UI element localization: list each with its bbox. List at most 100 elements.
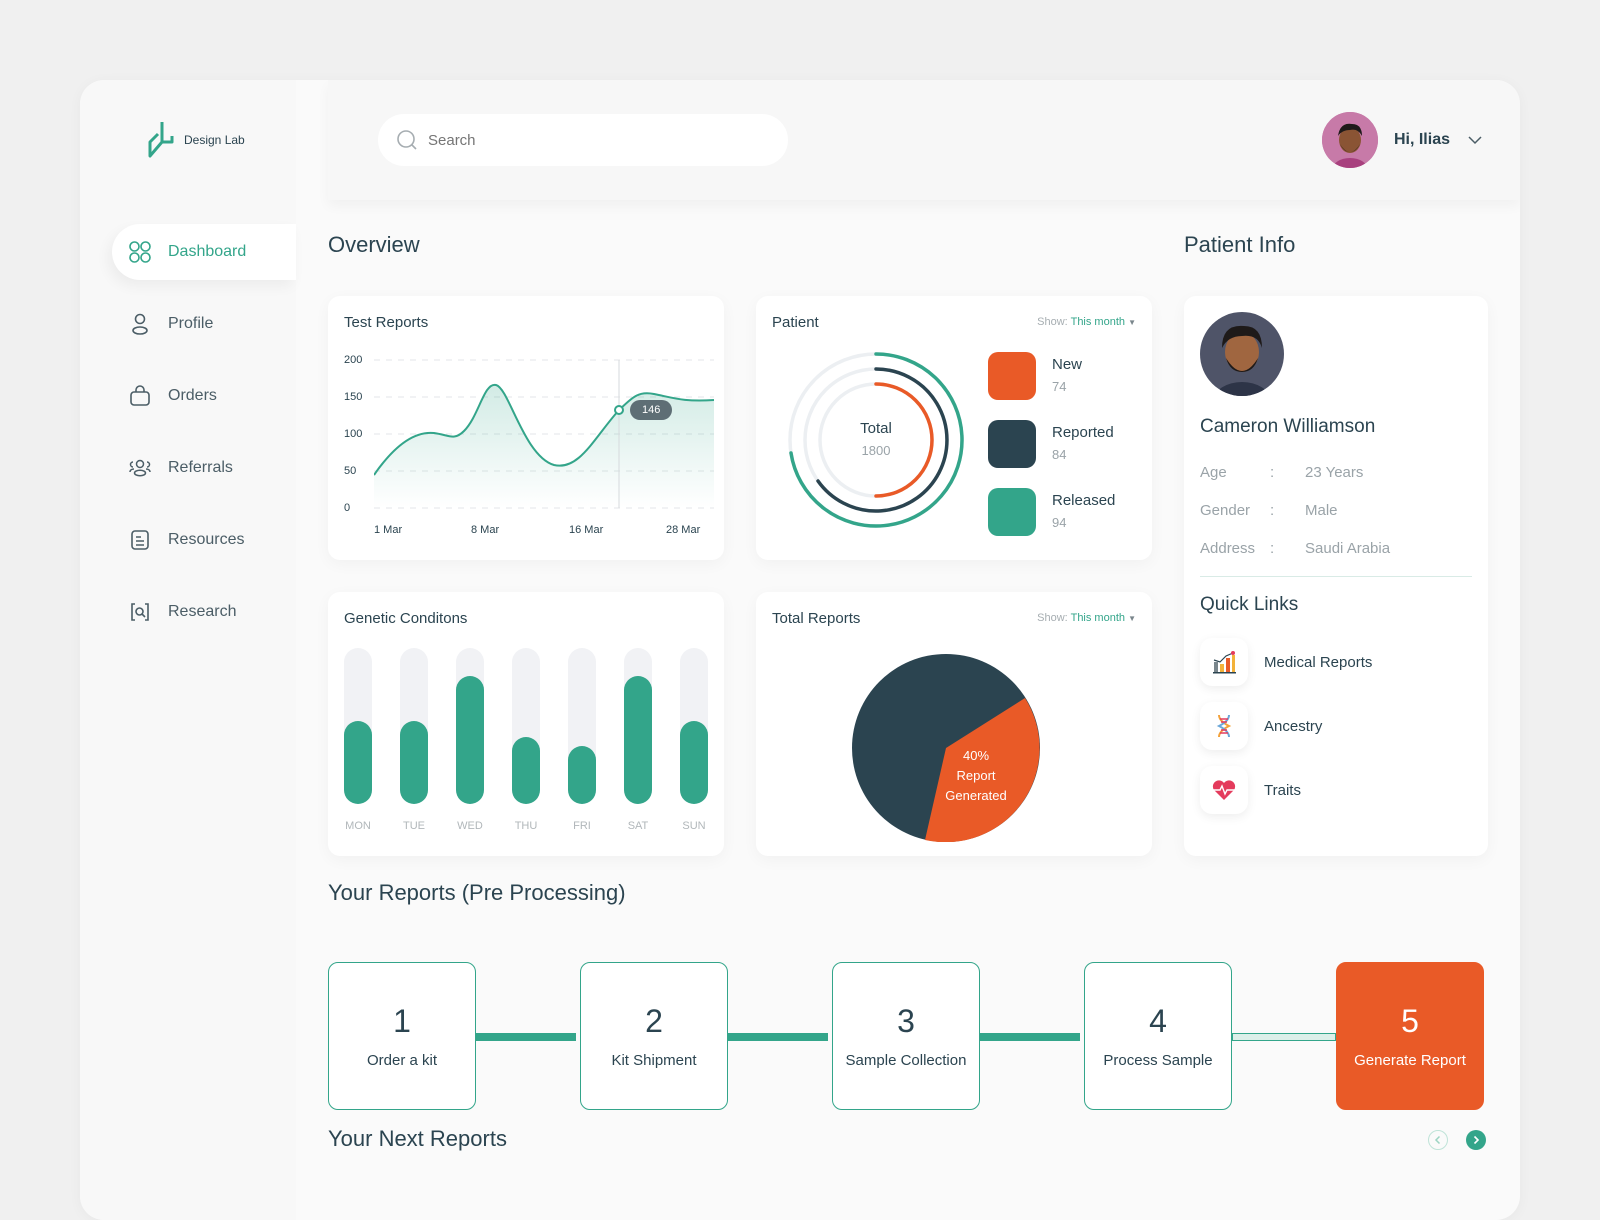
chevron-right-icon: [1473, 1135, 1480, 1145]
step-number: 2: [645, 1003, 663, 1039]
field-key: Address: [1200, 540, 1256, 557]
search-box[interactable]: [378, 114, 788, 166]
chart-icon: [1200, 638, 1248, 686]
pie-label-line: Report: [956, 768, 996, 783]
card-title: Total Reports: [772, 610, 861, 627]
divider: [1200, 576, 1472, 577]
user-avatar[interactable]: [1321, 112, 1378, 168]
day-label: THU: [514, 820, 538, 832]
pie-label-line: Generated: [945, 788, 1007, 803]
sidebar-item-label: Resources: [168, 531, 245, 548]
step-connector-done: [728, 1033, 828, 1041]
sidebar-item-referrals[interactable]: Referrals: [112, 440, 296, 496]
logo[interactable]: Design Lab: [144, 120, 245, 160]
step-label: Kit Shipment: [611, 1052, 697, 1069]
bar-wed[interactable]: [456, 648, 484, 804]
step-connector-done: [980, 1033, 1080, 1041]
user-menu[interactable]: Hi, Ilias: [1321, 112, 1484, 168]
legend-name: New: [1052, 356, 1083, 373]
user-greeting: Hi, Ilias: [1393, 131, 1450, 148]
show-filter[interactable]: Show: This month ▼: [1037, 612, 1136, 624]
x-tick: 16 Mar: [569, 524, 604, 536]
caret-down-icon: ▼: [1128, 318, 1136, 327]
step-label: Generate Report: [1354, 1052, 1466, 1069]
document-icon: [131, 530, 149, 550]
show-filter[interactable]: Show: This month ▼: [1037, 316, 1136, 328]
bar-tue[interactable]: [400, 648, 428, 804]
sidebar-item-research[interactable]: Research: [112, 584, 296, 640]
x-tick: 8 Mar: [471, 524, 500, 536]
bar-mon[interactable]: [344, 648, 372, 804]
step-number: 3: [897, 1003, 915, 1039]
step-label: Sample Collection: [845, 1052, 967, 1069]
legend-item-new: New 74: [988, 352, 1082, 400]
step-sample-collection[interactable]: 3 Sample Collection: [832, 962, 980, 1110]
sidebar-item-label: Dashboard: [168, 243, 247, 260]
quick-link-ancestry[interactable]: Ancestry: [1200, 702, 1322, 750]
y-tick: 150: [344, 391, 363, 403]
patient-avatar: [1200, 312, 1284, 396]
patient-info-card: Cameron Williamson Age:23 Years Gender: M…: [1184, 296, 1488, 856]
bar-sun[interactable]: [680, 648, 708, 804]
logo-icon: [148, 122, 174, 158]
radial-chart[interactable]: [786, 350, 966, 530]
total-reports-card: Total Reports Show: This month ▼ 40% Rep…: [756, 592, 1152, 856]
step-connector-done: [476, 1033, 576, 1041]
sidebar-item-resources[interactable]: Resources: [112, 512, 296, 568]
sidebar-item-dashboard[interactable]: Dashboard: [112, 224, 296, 280]
sidebar-item-orders[interactable]: Orders: [112, 368, 296, 424]
next-button[interactable]: [1466, 1130, 1486, 1150]
users-icon: [129, 459, 151, 477]
field-value: Saudi Arabia: [1305, 540, 1391, 557]
patient-info-title: Patient Info: [1184, 232, 1296, 257]
user-icon: [132, 313, 148, 335]
chart-tooltip: 146: [642, 404, 661, 416]
y-tick: 0: [344, 502, 351, 514]
chevron-down-icon[interactable]: [1466, 131, 1484, 149]
x-tick: 28 Mar: [666, 524, 701, 536]
quick-link-label: Traits: [1264, 781, 1301, 799]
sidebar: Design Lab Dashboard Profile Orders Refe…: [80, 80, 296, 1220]
step-kit-shipment[interactable]: 2 Kit Shipment: [580, 962, 728, 1110]
test-reports-card: Test Reports 200 150 100 50 0 146 1 Mar …: [328, 296, 724, 560]
sidebar-item-label: Referrals: [168, 459, 233, 476]
line-chart[interactable]: [374, 356, 714, 516]
prev-button[interactable]: [1428, 1130, 1448, 1150]
reports-title: Your Reports (Pre Processing): [328, 880, 626, 905]
x-tick: 1 Mar: [374, 524, 403, 536]
quick-link-medical-reports[interactable]: Medical Reports: [1200, 638, 1372, 686]
quick-link-traits[interactable]: Traits: [1200, 766, 1301, 814]
patient-field-gender: Gender: Male: [1200, 502, 1338, 519]
bar-fri[interactable]: [568, 648, 596, 804]
patient-name: Cameron Williamson: [1200, 416, 1376, 437]
pie-chart[interactable]: [852, 654, 1040, 842]
search-input[interactable]: [428, 131, 728, 149]
sidebar-item-label: Orders: [168, 387, 217, 404]
day-label: WED: [457, 820, 483, 832]
quick-links-title: Quick Links: [1200, 594, 1299, 615]
field-key: Gender: [1200, 502, 1251, 519]
show-value: This month: [1070, 316, 1126, 328]
pie-pct: 40%: [962, 748, 990, 763]
step-process-sample[interactable]: 4 Process Sample: [1084, 962, 1232, 1110]
sidebar-nav: Dashboard Profile Orders Referrals Resou…: [112, 224, 296, 656]
day-label: SUN: [682, 820, 706, 832]
sidebar-item-label: Research: [168, 603, 237, 620]
legend-item-released: Released 94: [988, 488, 1115, 536]
bar-thu[interactable]: [512, 648, 540, 804]
sidebar-item-profile[interactable]: Profile: [112, 296, 296, 352]
step-number: 4: [1149, 1003, 1167, 1039]
bar-sat[interactable]: [624, 648, 652, 804]
dna-icon: [1200, 702, 1248, 750]
legend-swatch: [988, 488, 1036, 536]
step-generate-report[interactable]: 5 Generate Report: [1336, 962, 1484, 1110]
legend-value: 74: [1052, 379, 1067, 394]
bag-icon: [130, 385, 150, 406]
y-tick: 50: [344, 465, 357, 477]
step-order-kit[interactable]: 1 Order a kit: [328, 962, 476, 1110]
grid-icon: [129, 241, 151, 263]
search-icon: [397, 130, 417, 150]
step-label: Order a kit: [366, 1052, 438, 1069]
top-bar: Hi, Ilias: [328, 80, 1520, 200]
step-number: 1: [393, 1003, 411, 1039]
